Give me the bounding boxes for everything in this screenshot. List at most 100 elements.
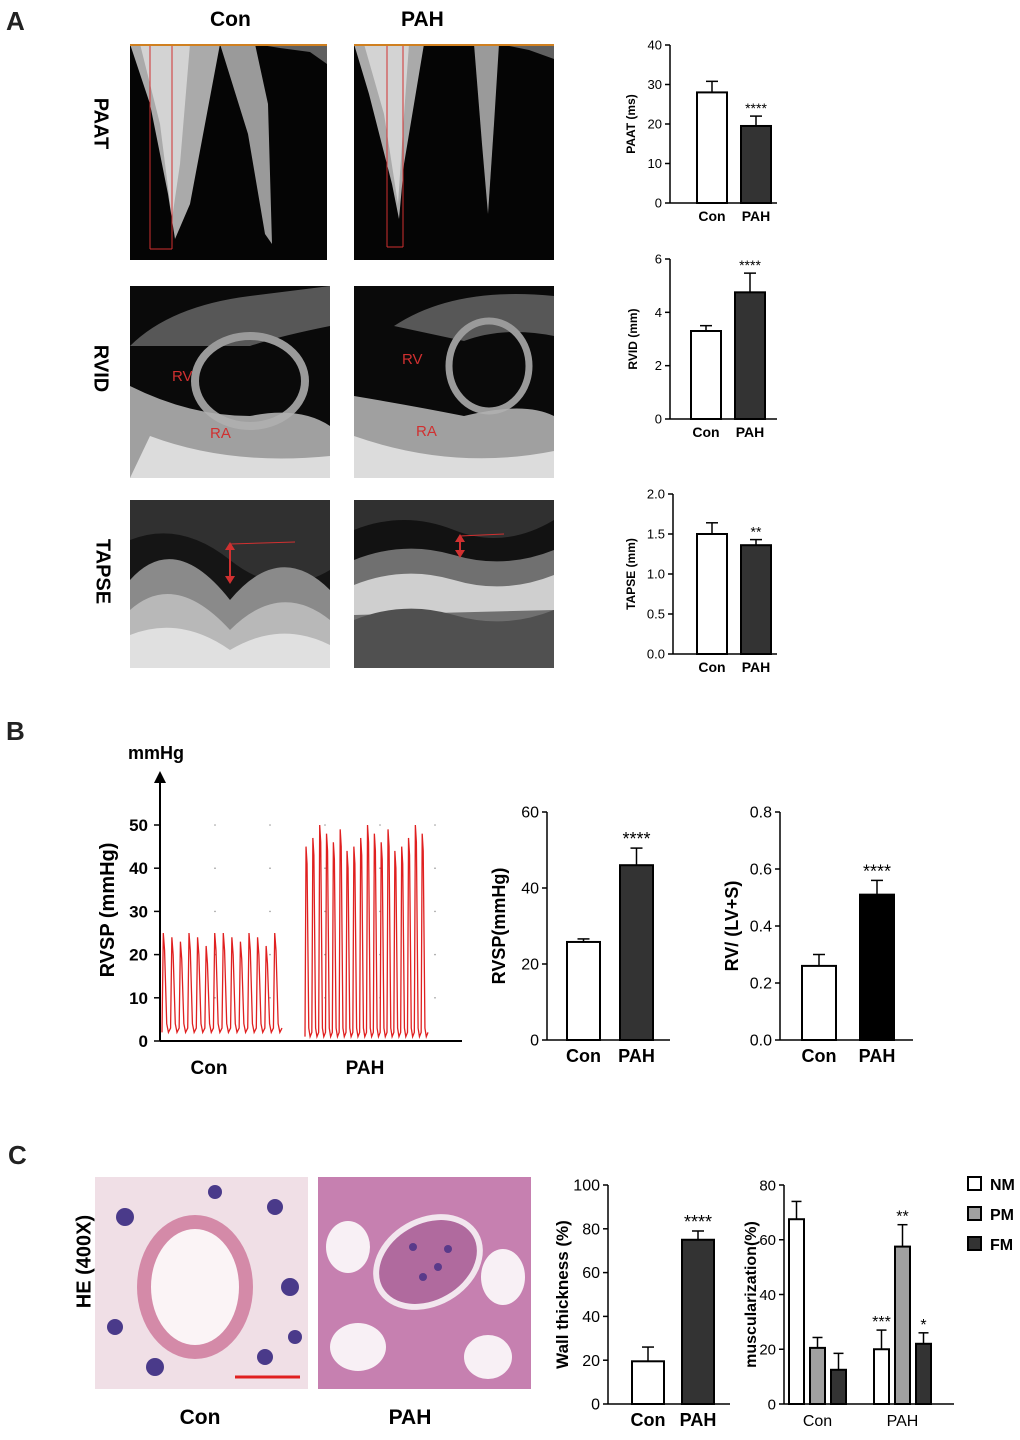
- trace-grid-dot: [324, 824, 326, 826]
- rvlvs-bar-con: [801, 964, 837, 1041]
- rvlvs-y-tick-label: 0.2: [750, 976, 772, 993]
- wall-category-label: PAH: [680, 1410, 717, 1430]
- tapse-category-label: PAH: [742, 659, 771, 675]
- wall-y-label: Wall thickness (%): [553, 1220, 572, 1369]
- paat-category-label: PAH: [742, 208, 771, 224]
- rvsp-y-label: RVSP(mmHg): [489, 868, 509, 985]
- mmode-image-con: [130, 500, 330, 668]
- musc-bar-pm-con: [809, 1346, 826, 1406]
- row-label-paat: PAAT: [89, 97, 112, 150]
- paat-y-label: PAAT (ms): [624, 94, 638, 154]
- rvsp-y-tick-label: 40: [521, 881, 539, 898]
- musc-legend-label-pm: PM: [990, 1207, 1014, 1224]
- echo-image-pah: RV RA: [354, 286, 554, 478]
- musc-legend-label-fm: FM: [990, 1237, 1013, 1254]
- musc-y-tick-label: 80: [759, 1177, 776, 1194]
- trace-grid-dot: [434, 824, 436, 826]
- paat-bar-con: [696, 91, 728, 204]
- paat-bar-pah: [740, 124, 772, 204]
- musc-legend-swatch-pm: [967, 1206, 982, 1221]
- echo-label-ra-pah: RA: [416, 423, 437, 440]
- histology-label-pah: PAH: [388, 1406, 432, 1429]
- rvid-category-label: Con: [692, 424, 719, 440]
- tapse-y-tick-label: 1.0: [647, 567, 665, 582]
- trace-grid-dot: [379, 824, 381, 826]
- wall-y-tick-label: 20: [582, 1353, 600, 1370]
- trace-grid-dot: [214, 867, 216, 869]
- trace-grid-dot: [269, 997, 271, 999]
- wall-bar-con: [631, 1360, 665, 1405]
- musc-bar-fm-pah: [915, 1342, 932, 1405]
- musc-category-label: PAH: [887, 1413, 919, 1430]
- musc-significance: **: [896, 1209, 908, 1226]
- trace-y-tick-label: 30: [129, 902, 148, 921]
- wall-y-tick-label: 100: [573, 1178, 600, 1195]
- rvid-y-tick-label: 2: [655, 358, 662, 373]
- trace-y-tick-label: 40: [129, 859, 148, 878]
- rvid-category-label: PAH: [736, 424, 765, 440]
- mmode-image-pah: [354, 500, 554, 668]
- tapse-bar-con: [696, 533, 728, 655]
- trace-grid-dot: [434, 910, 436, 913]
- musc-bar-nm-pah: [873, 1348, 890, 1405]
- column-title-pah: PAH: [401, 8, 444, 31]
- trace-grid-dot: [434, 997, 436, 999]
- tapse-significance: **: [751, 524, 762, 540]
- chart-rvsp: RVSP(mmHg) 0 20 40 60 Con **** PAH: [485, 795, 675, 1080]
- tapse-y-tick-label: 0.0: [647, 647, 665, 662]
- doppler-image-pah: [354, 44, 554, 260]
- tapse-y-label: TAPSE (mm): [624, 538, 638, 610]
- chart-paat: PAAT (ms) 0 10 20 30 40 Con **** PAH: [615, 30, 800, 235]
- trace-grid-dot: [324, 910, 326, 913]
- paat-category-label: Con: [698, 208, 725, 224]
- echo-label-ra-con: RA: [210, 425, 231, 442]
- trace-grid-dot: [434, 953, 436, 956]
- chart-wall-thickness: Wall thickness (%) 0 20 40 60 80 100 Con **** PAH: [548, 1165, 733, 1435]
- rvsp-category-label: Con: [566, 1046, 601, 1066]
- echo-image-con: RV RA: [130, 286, 330, 478]
- rvid-y-tick-label: 6: [655, 252, 662, 267]
- musc-bar-nm-con: [788, 1218, 805, 1405]
- echo-label-rv-con: RV: [172, 368, 193, 385]
- rvid-y-tick-label: 4: [655, 305, 662, 320]
- tapse-y-tick-label: 0.5: [647, 607, 665, 622]
- rvlvs-significance: ****: [863, 861, 891, 881]
- musc-bar-pm-pah: [894, 1245, 911, 1405]
- panel-letter-a: A: [6, 6, 25, 36]
- musc-y-tick-label: 20: [759, 1342, 776, 1359]
- rvid-significance: ****: [739, 257, 761, 273]
- trace-axis-arrow: [154, 771, 166, 783]
- rvsp-y-tick-label: 0: [530, 1033, 539, 1050]
- tapse-y-tick-label: 1.5: [647, 527, 665, 542]
- trace-grid-dot: [324, 867, 326, 869]
- trace-y-label: RVSP (mmHg): [97, 843, 119, 978]
- panel-letter-b: B: [6, 716, 25, 746]
- rvsp-y-tick-label: 60: [521, 805, 539, 822]
- musc-y-tick-label: 0: [768, 1396, 776, 1413]
- column-title-con: Con: [210, 8, 251, 31]
- musc-y-tick-label: 60: [759, 1232, 776, 1249]
- wall-significance: ****: [684, 1212, 712, 1232]
- trace-line-pah: [304, 824, 429, 1040]
- stain-label: HE (400X): [73, 1214, 96, 1309]
- trace-y-tick-label: 50: [129, 816, 148, 835]
- trace-y-tick-label: 10: [129, 989, 148, 1008]
- tapse-category-label: Con: [698, 659, 725, 675]
- trace-grid-dot: [269, 953, 271, 956]
- tapse-bar-pah: [740, 544, 772, 656]
- paat-y-tick-label: 20: [648, 117, 662, 132]
- trace-group-label-con: Con: [191, 1058, 228, 1079]
- rvsp-significance: ****: [622, 829, 650, 849]
- paat-significance: ****: [745, 100, 767, 116]
- musc-significance: *: [920, 1317, 926, 1334]
- chart-rv-lvs: RV/ (LV+S) 0.0 0.2 0.4 0.6 0.8 Con **** PAH: [718, 795, 918, 1080]
- rvsp-trace-chart: mmHg 0 10 20 30 40 50 RVSP (mmHg) Con PAH: [90, 735, 480, 1085]
- chart-rvid: RVID (mm) 0 2 4 6 Con **** PAH: [615, 250, 800, 450]
- trace-grid-dot: [214, 997, 216, 999]
- trace-y-tick-label: 20: [129, 946, 148, 965]
- histology-image-con: [95, 1177, 308, 1389]
- rvsp-bar-pah: [619, 864, 654, 1041]
- wall-category-label: Con: [631, 1410, 666, 1430]
- row-label-tapse: TAPSE: [91, 538, 114, 605]
- musc-y-tick-label: 40: [759, 1287, 776, 1304]
